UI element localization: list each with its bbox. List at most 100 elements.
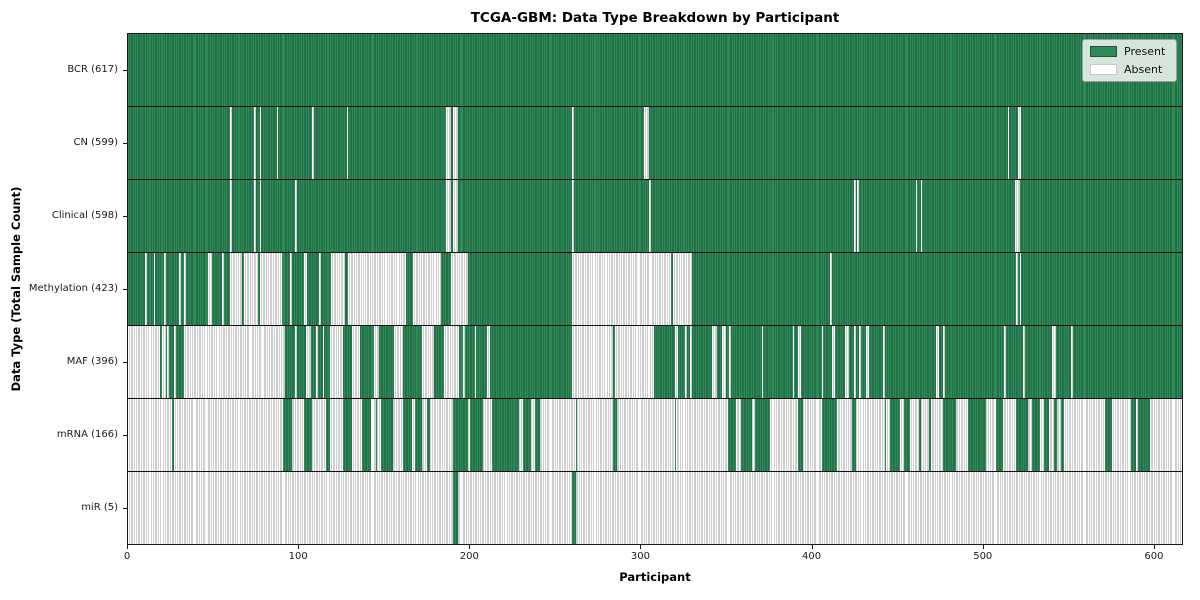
- absent-segment: [259, 107, 262, 179]
- present-segment: [1016, 399, 1029, 471]
- present-segment: [852, 399, 856, 471]
- absent-segment: [1070, 326, 1073, 398]
- present-segment: [375, 399, 378, 471]
- xtick-100: 100: [288, 551, 308, 562]
- absent-segment: [797, 326, 802, 398]
- absent-segment: [348, 253, 364, 325]
- absent-segment: [290, 253, 292, 325]
- xtick-mark: [811, 545, 813, 549]
- absent-segment: [394, 326, 404, 398]
- row-mRNA: [128, 399, 1182, 472]
- row-miR: [128, 472, 1182, 544]
- absent-segment: [1019, 253, 1022, 325]
- present-segment: [1031, 399, 1041, 471]
- absent-segment: [162, 326, 166, 398]
- present-segment: [1053, 399, 1058, 471]
- absent-segment: [674, 326, 679, 398]
- ytick-mRNA: mRNA (166): [56, 429, 118, 441]
- ytick-CN: CN (599): [73, 136, 118, 148]
- absent-segment: [445, 107, 451, 179]
- xtick-300: 300: [630, 551, 650, 562]
- absent-segment: [672, 253, 692, 325]
- absent-segment: [445, 180, 451, 252]
- absent-segment: [244, 253, 258, 325]
- absent-segment: [259, 180, 262, 252]
- present-segment: [426, 399, 431, 471]
- xtick-200: 200: [459, 551, 479, 562]
- present-segment: [797, 399, 803, 471]
- absent-segment: [920, 180, 923, 252]
- absent-segment: [363, 253, 407, 325]
- ytick-mark: [123, 508, 127, 510]
- absent-segment: [315, 326, 318, 398]
- present-segment: [380, 399, 393, 471]
- row-Clinical: [128, 180, 1182, 253]
- xtick-mark: [127, 545, 128, 549]
- absent-segment: [854, 326, 856, 398]
- present-segment: [452, 472, 458, 544]
- ytick-Clinical: Clinical (598): [51, 209, 118, 221]
- present-segment: [343, 399, 352, 471]
- absent-segment: [1018, 107, 1022, 179]
- absent-segment: [865, 326, 870, 398]
- absent-segment: [690, 326, 692, 398]
- absent-segment: [373, 326, 380, 398]
- legend-present-label: Present: [1124, 45, 1166, 58]
- absent-segment: [761, 326, 764, 398]
- xtick-0: 0: [123, 551, 131, 562]
- absent-swatch-icon: [1090, 64, 1117, 75]
- xtick-mark: [298, 545, 300, 549]
- absent-segment: [254, 180, 257, 252]
- x-axis-label: Participant: [619, 570, 691, 584]
- absent-segment: [643, 107, 649, 179]
- plot-area: [127, 33, 1183, 545]
- absent-segment: [259, 253, 282, 325]
- present-segment: [172, 399, 175, 471]
- absent-segment: [167, 326, 169, 398]
- present-segment: [303, 399, 313, 471]
- absent-segment: [1004, 326, 1007, 398]
- ytick-miR: miR (5): [81, 502, 118, 514]
- legend-absent-label: Absent: [1124, 63, 1163, 76]
- present-segment: [929, 399, 931, 471]
- absent-segment: [614, 326, 655, 398]
- absent-segment: [145, 253, 147, 325]
- absent-segment: [1052, 326, 1056, 398]
- present-segment: [522, 399, 532, 471]
- absent-segment: [174, 326, 176, 398]
- absent-segment: [305, 326, 311, 398]
- xtick-mark: [469, 545, 471, 549]
- absent-segment: [915, 180, 918, 252]
- row-CN: [128, 107, 1182, 180]
- ytick-MAF: MAF (396): [66, 356, 118, 368]
- absent-segment: [153, 253, 156, 325]
- present-segment: [452, 399, 468, 471]
- legend-item-present: Present: [1090, 46, 1168, 57]
- absent-segment: [230, 253, 243, 325]
- present-segment: [283, 399, 292, 471]
- present-segment: [1043, 399, 1049, 471]
- present-segment: [572, 472, 576, 544]
- present-segment: [741, 399, 752, 471]
- absent-segment: [729, 326, 731, 398]
- present-segment: [1105, 399, 1112, 471]
- absent-segment: [859, 326, 861, 398]
- absent-segment: [845, 326, 849, 398]
- present-swatch-icon: [1090, 46, 1117, 57]
- present-segment: [534, 399, 540, 471]
- absent-segment: [230, 180, 233, 252]
- legend-item-absent: Absent: [1090, 64, 1168, 75]
- ytick-mark: [123, 142, 127, 144]
- absent-segment: [312, 107, 315, 179]
- present-segment: [918, 399, 921, 471]
- absent-segment: [649, 180, 651, 252]
- present-segment: [326, 399, 330, 471]
- absent-segment: [1014, 180, 1020, 252]
- absent-segment: [295, 326, 298, 398]
- absent-segment: [684, 326, 687, 398]
- absent-segment: [857, 180, 860, 252]
- absent-segment: [450, 253, 468, 325]
- absent-segment: [712, 326, 718, 398]
- absent-segment: [821, 326, 824, 398]
